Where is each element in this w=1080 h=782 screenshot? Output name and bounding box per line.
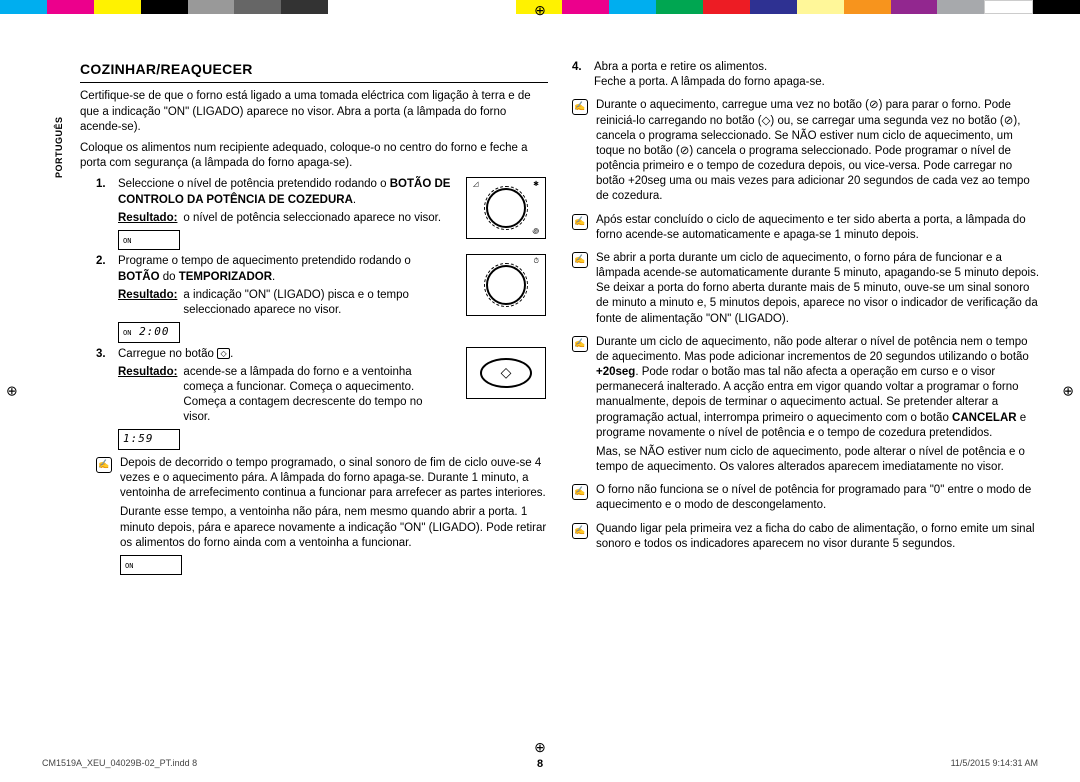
footer-filename: CM1519A_XEU_04029B-02_PT.indd 8 xyxy=(42,758,197,768)
note-body: Durante um ciclo de aquecimento, não pod… xyxy=(596,335,1040,476)
display-panel: ON xyxy=(120,555,182,576)
note-body: Depois de decorrido o tempo programado, … xyxy=(120,456,548,576)
note-para: Mas, se NÃO estiver num ciclo de aquecim… xyxy=(596,445,1040,475)
step-2: 2. Programe o tempo de aquecimento prete… xyxy=(96,254,548,342)
note-block: ✍ Durante o aquecimento, carregue uma vez… xyxy=(572,98,1040,204)
right-column: 4. Abra a porta e retire os alimentos. F… xyxy=(572,60,1040,742)
note-para: Depois de decorrido o tempo programado, … xyxy=(120,456,548,502)
display-panel: ON xyxy=(118,230,180,251)
start-icon: ◇ xyxy=(217,348,230,359)
note-block: ✍ Após estar concluído o ciclo de aquecim… xyxy=(572,213,1040,243)
step-body: Seleccione o nível de potência pretendid… xyxy=(118,177,452,250)
note-para: O forno não funciona se o nível de potên… xyxy=(596,483,1040,513)
result-label: Resultado: xyxy=(118,365,177,426)
note-para: Se abrir a porta durante um ciclo de aqu… xyxy=(596,251,1040,327)
footer-timestamp: 11/5/2015 9:14:31 AM xyxy=(951,758,1038,768)
step-number: 3. xyxy=(96,347,110,450)
note-body: Quando ligar pela primeira vez a ficha d… xyxy=(596,522,1040,552)
page-number: 8 xyxy=(537,758,543,770)
step-4: 4. Abra a porta e retire os alimentos. F… xyxy=(572,60,1040,90)
note-icon: ✍ xyxy=(572,252,588,268)
power-knob-illustration: ◿ ✱ ꩜ xyxy=(466,177,548,250)
registration-mark-right: ⊕ xyxy=(1062,383,1074,400)
result-label: Resultado: xyxy=(118,211,177,226)
step-text: Seleccione o nível de potência pretendid… xyxy=(118,178,390,190)
step-number: 1. xyxy=(96,177,110,250)
result-text: acende-se a lâmpada do forno e a ventoin… xyxy=(183,365,452,426)
step-text: Programe o tempo de aquecimento pretendi… xyxy=(118,255,411,267)
note-para: Após estar concluído o ciclo de aquecime… xyxy=(596,213,1040,243)
note-body: Durante o aquecimento, carregue uma vez … xyxy=(596,98,1040,204)
note-para: Quando ligar pela primeira vez a ficha d… xyxy=(596,522,1040,552)
step-line: Feche a porta. A lâmpada do forno apaga-… xyxy=(594,75,1040,90)
note-block: ✍ Durante um ciclo de aquecimento, não po… xyxy=(572,335,1040,476)
step-text: Carregue no botão xyxy=(118,348,217,360)
left-column: COZINHAR/REAQUECER Certifique-se de que … xyxy=(80,60,548,742)
timer-knob-illustration: ⏱ xyxy=(466,254,548,342)
note-icon: ✍ xyxy=(572,99,588,115)
note-body: Após estar concluído o ciclo de aquecime… xyxy=(596,213,1040,243)
note-icon: ✍ xyxy=(96,457,112,473)
step-number: 4. xyxy=(572,60,586,90)
note-icon: ✍ xyxy=(572,484,588,500)
result-text: a indicação "ON" (LIGADO) pisca e o temp… xyxy=(183,288,452,318)
note-body: O forno não funciona se o nível de potên… xyxy=(596,483,1040,513)
result-label: Resultado: xyxy=(118,288,177,318)
step-body: Programe o tempo de aquecimento pretendi… xyxy=(118,254,452,342)
step-number: 2. xyxy=(96,254,110,342)
page-content: COZINHAR/REAQUECER Certifique-se de que … xyxy=(80,60,1040,742)
registration-mark-left: ⊕ xyxy=(6,383,18,400)
note-para: Durante o aquecimento, carregue uma vez … xyxy=(596,98,1040,204)
note-icon: ✍ xyxy=(572,214,588,230)
start-button-illustration: ◇ xyxy=(466,347,548,450)
note-block: ✍ Se abrir a porta durante um ciclo de aq… xyxy=(572,251,1040,327)
step-body: Abra a porta e retire os alimentos. Fech… xyxy=(594,60,1040,90)
note-block: ✍ Quando ligar pela primeira vez a ficha … xyxy=(572,522,1040,552)
step-body: Carregue no botão ◇. Resultado: acende-s… xyxy=(118,347,452,450)
note-para: Durante esse tempo, a ventoinha não pára… xyxy=(120,505,548,551)
registration-mark-top: ⊕ xyxy=(534,2,546,19)
note-para: Durante um ciclo de aquecimento, não pod… xyxy=(596,335,1040,441)
note-block: ✍ Depois de decorrido o tempo programado… xyxy=(96,456,548,576)
note-icon: ✍ xyxy=(572,523,588,539)
section-title: COZINHAR/REAQUECER xyxy=(80,60,548,83)
result-text: o nível de potência seleccionado aparece… xyxy=(183,211,441,226)
display-panel: ON 2:00 xyxy=(118,322,180,343)
display-panel: 1:59 xyxy=(118,429,180,450)
step-3: 3. Carregue no botão ◇. Resultado: acend… xyxy=(96,347,548,450)
intro-para-1: Certifique-se de que o forno está ligado… xyxy=(80,89,548,135)
note-body: Se abrir a porta durante um ciclo de aqu… xyxy=(596,251,1040,327)
step-line: Abra a porta e retire os alimentos. xyxy=(594,60,1040,75)
note-block: ✍ O forno não funciona se o nível de potê… xyxy=(572,483,1040,513)
language-tab: PORTUGUÊS xyxy=(54,116,64,178)
step-1: 1. Seleccione o nível de potência preten… xyxy=(96,177,548,250)
intro-para-2: Coloque os alimentos num recipiente adeq… xyxy=(80,141,548,171)
note-icon: ✍ xyxy=(572,336,588,352)
